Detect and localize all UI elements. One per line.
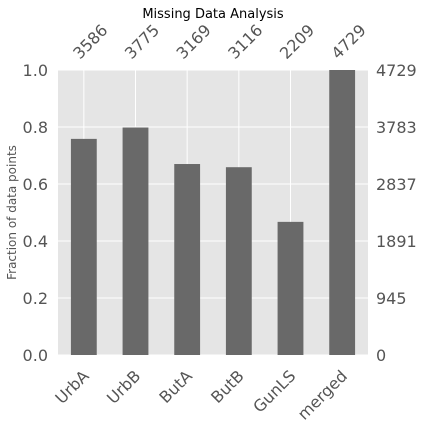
- category-label: UrbB: [103, 366, 144, 407]
- right-tick-label: 1891: [376, 232, 417, 251]
- plot-area: [58, 70, 368, 355]
- category-label: UrbA: [51, 366, 92, 407]
- count-label: 3169: [173, 21, 215, 63]
- count-label: 3586: [69, 21, 111, 63]
- left-tick-label: 0.0: [23, 346, 48, 365]
- bar-urba: [70, 138, 97, 355]
- left-tick-label: 0.8: [23, 118, 48, 137]
- count-label: 2209: [276, 21, 318, 63]
- right-tick-label: 4729: [376, 61, 417, 80]
- bars: [70, 70, 356, 355]
- left-tick-label: 0.6: [23, 175, 48, 194]
- count-label: 3775: [121, 21, 163, 63]
- category-label: GunLS: [249, 366, 299, 416]
- bar-butb: [225, 167, 252, 355]
- count-label: 3116: [224, 21, 266, 63]
- right-tick-label: 945: [376, 289, 407, 308]
- category-label: ButB: [207, 366, 248, 407]
- count-label: 4729: [328, 21, 370, 63]
- right-tick-label: 3783: [376, 118, 417, 137]
- bar-gunls: [277, 221, 304, 355]
- left-tick-label: 0.2: [23, 289, 48, 308]
- bar-merged: [329, 70, 356, 355]
- chart-title: Missing Data Analysis: [142, 7, 284, 22]
- category-label: ButA: [155, 366, 196, 407]
- right-tick-label: 0: [376, 346, 386, 365]
- left-tick-label: 1.0: [23, 61, 48, 80]
- bar-urbb: [122, 127, 149, 355]
- right-tick-label: 2837: [376, 175, 417, 194]
- bar-buta: [174, 164, 201, 355]
- left-tick-label: 0.4: [23, 232, 48, 251]
- y-axis-label: Fraction of data points: [5, 145, 19, 280]
- category-label: merged: [294, 366, 351, 423]
